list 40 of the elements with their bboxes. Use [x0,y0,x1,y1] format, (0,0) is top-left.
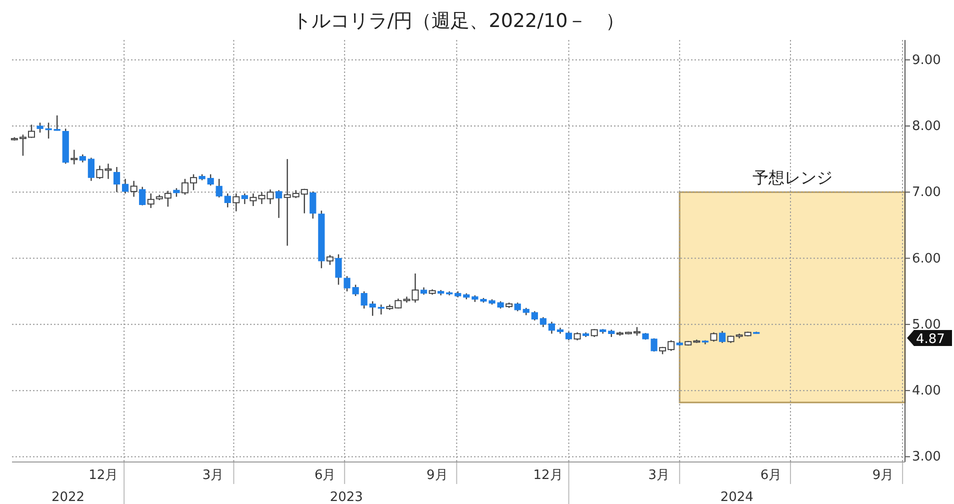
candlestick [232,192,240,212]
text: 4.87 [916,332,945,348]
text: 2022 [51,490,85,504]
candlestick [54,114,60,132]
text: 2024 [720,490,754,504]
candlestick [531,310,538,322]
candlestick [207,174,214,186]
y-tick-label: 7.00 [912,185,941,200]
band-label: 予想レンジ [752,168,832,188]
x-tick-label: 6月 [314,468,336,483]
text: 2023 [330,490,363,504]
x-tick-label: 6月 [760,468,782,483]
candlestick [548,321,555,334]
candlestick [130,180,138,198]
candlestick [710,332,718,342]
candlestick [147,192,154,209]
candlestick [326,254,334,266]
y-tick-label: 3.00 [912,450,941,465]
x-tick-label: 12月 [533,468,563,483]
y-tick-label: 4.00 [912,384,941,399]
candlestick [216,178,222,198]
y-tick-label: 9.00 [912,52,941,68]
x-tick-label: 3月 [648,468,670,483]
candlestick [70,149,78,165]
candlestick [718,330,726,344]
y-tick-label: 8.00 [912,118,941,134]
candlestick [540,316,546,328]
x-tick-label: 12月 [88,468,118,483]
y-tick-label: 5.00 [912,317,941,332]
x-tick-label: 3月 [202,468,224,483]
chart-title: トルコリラ/円（週足、2022/10－ ） [292,10,625,32]
candlestick [122,178,129,194]
candlestick [412,272,419,304]
candlestick [369,300,376,316]
candlestick [360,290,368,310]
y-tick-label: 6.00 [912,251,941,266]
candlestick [266,188,274,205]
x-tick-label: 9月 [426,468,448,483]
x-tick-label: 9月 [872,468,894,483]
candlestick [113,166,120,193]
